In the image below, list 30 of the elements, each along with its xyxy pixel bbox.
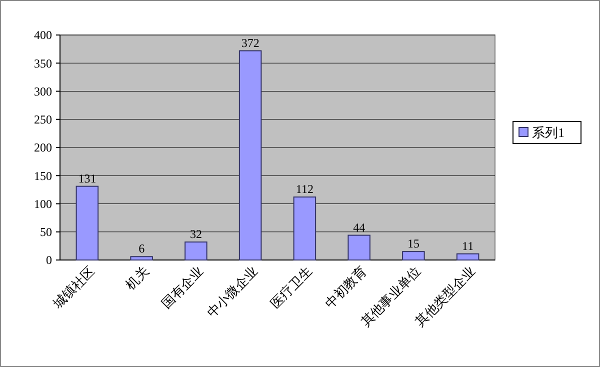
x-tick-label: 中初教育	[322, 264, 370, 311]
data-label: 372	[241, 36, 260, 50]
bar	[76, 186, 99, 260]
data-label: 44	[353, 220, 366, 234]
y-tick-label: 0	[46, 253, 52, 268]
y-tick-label: 400	[34, 28, 52, 42]
legend-label: 系列1	[532, 125, 564, 140]
y-tick-label: 200	[34, 140, 52, 155]
bar	[456, 253, 480, 260]
x-tick-label: 医疗卫生	[267, 264, 315, 311]
bar	[184, 242, 208, 260]
y-tick-label: 350	[34, 56, 52, 70]
data-label: 112	[296, 182, 314, 196]
y-tick-label: 150	[34, 168, 52, 183]
y-tick-label: 300	[34, 84, 52, 98]
data-label: 6	[138, 242, 145, 256]
x-tick-label: 中小微企业	[204, 264, 260, 320]
x-tick-label: 城镇社区	[49, 264, 98, 312]
x-tick-label: 机关	[122, 264, 152, 293]
y-tick-label: 50	[40, 225, 52, 240]
bar	[402, 251, 425, 260]
x-tick-label: 国有企业	[158, 264, 206, 311]
y-tick-label: 100	[34, 196, 52, 211]
bar	[348, 234, 370, 260]
y-tick-label: 250	[34, 112, 52, 127]
bar	[130, 256, 153, 260]
data-label: 11	[462, 238, 474, 253]
data-label: 15	[407, 236, 420, 251]
bar	[293, 196, 316, 260]
bar	[238, 50, 262, 260]
